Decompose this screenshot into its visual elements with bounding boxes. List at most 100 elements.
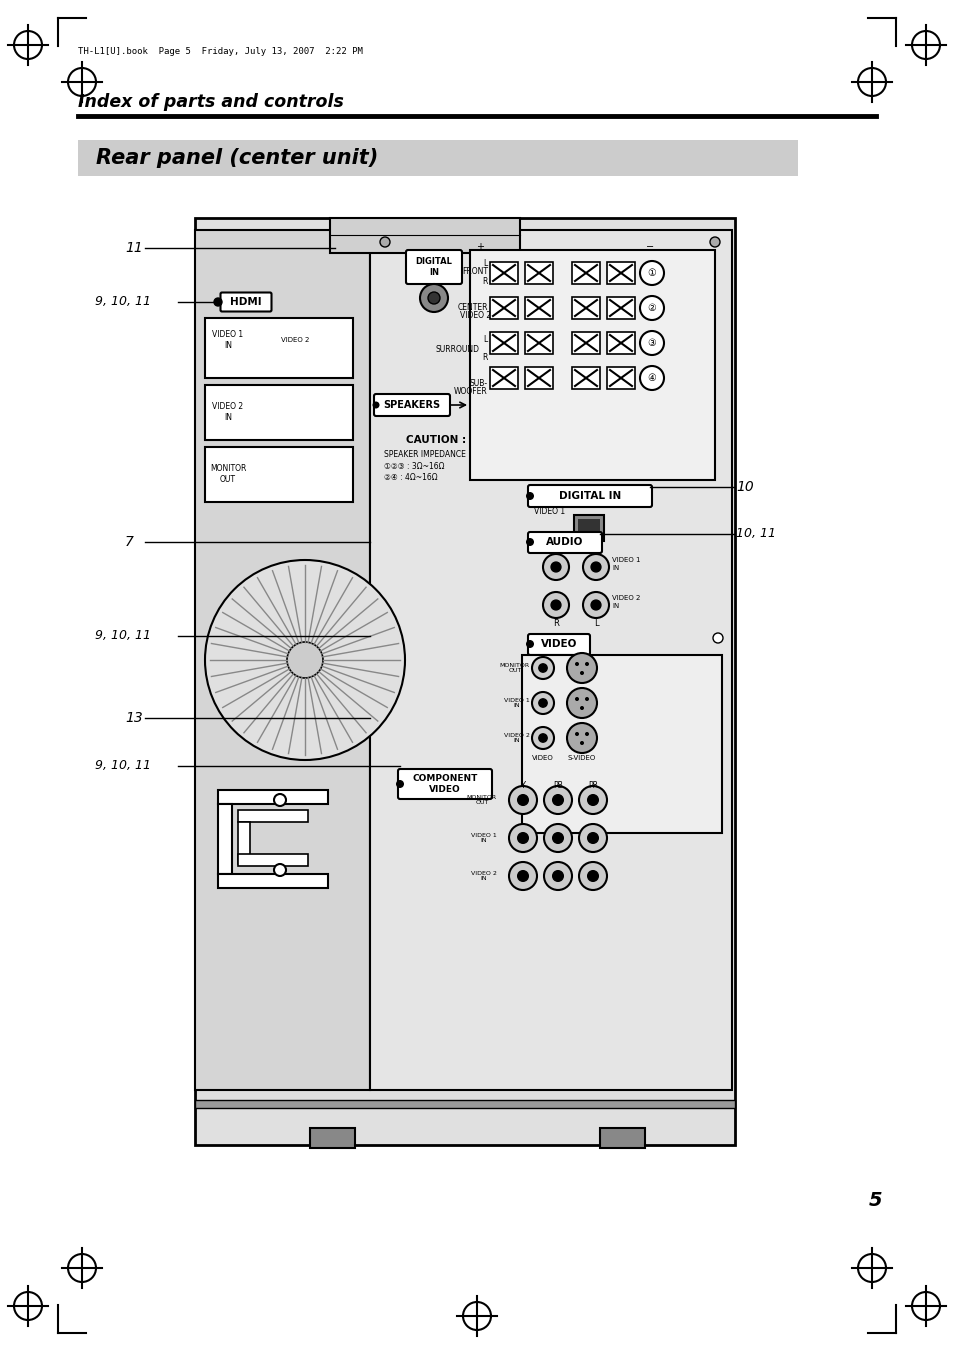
Bar (205, 385, 353, 440)
Text: DIGITAL IN: DIGITAL IN (558, 490, 620, 501)
FancyBboxPatch shape (527, 485, 651, 507)
Text: CENTER: CENTER (457, 304, 488, 312)
FancyBboxPatch shape (406, 250, 461, 284)
Text: VIDEO 2: VIDEO 2 (459, 312, 491, 320)
Circle shape (579, 740, 583, 744)
Text: MONITOR
OUT: MONITOR OUT (466, 794, 497, 805)
Bar (218, 804, 232, 874)
Circle shape (578, 786, 606, 815)
Text: MONITOR
OUT: MONITOR OUT (210, 465, 246, 484)
Circle shape (639, 296, 663, 320)
Circle shape (584, 697, 588, 701)
Text: IN: IN (612, 603, 618, 609)
Bar (330, 218, 519, 253)
Circle shape (509, 824, 537, 852)
Circle shape (538, 663, 547, 673)
Circle shape (532, 727, 554, 748)
Circle shape (542, 554, 568, 580)
Bar (490, 367, 517, 389)
Bar (205, 447, 353, 503)
Bar (578, 519, 599, 536)
Text: HDMI: HDMI (230, 297, 261, 307)
Text: PR: PR (587, 781, 598, 789)
Text: VIDEO 2: VIDEO 2 (612, 594, 639, 601)
Circle shape (551, 600, 560, 609)
Text: VIDEO 1
IN: VIDEO 1 IN (504, 697, 530, 708)
Circle shape (591, 600, 600, 609)
Text: 9, 10, 11: 9, 10, 11 (95, 630, 151, 643)
Circle shape (538, 734, 547, 742)
Text: L: L (483, 258, 488, 267)
Circle shape (532, 692, 554, 713)
Circle shape (578, 862, 606, 890)
Bar (194, 218, 734, 1146)
Circle shape (591, 562, 600, 571)
Circle shape (517, 870, 528, 881)
Text: Rear panel (center unit): Rear panel (center unit) (96, 149, 377, 168)
Circle shape (587, 794, 598, 805)
Text: 10, 11: 10, 11 (735, 527, 775, 540)
Circle shape (525, 538, 534, 546)
Bar (490, 332, 517, 354)
Circle shape (566, 723, 597, 753)
Bar (572, 297, 599, 319)
Circle shape (587, 832, 598, 843)
Circle shape (566, 688, 597, 717)
Text: 7: 7 (125, 535, 133, 549)
Bar (218, 874, 328, 888)
Circle shape (509, 862, 537, 890)
Circle shape (582, 554, 608, 580)
Circle shape (532, 657, 554, 680)
Text: VIDEO 1
IN: VIDEO 1 IN (471, 832, 497, 843)
Circle shape (538, 698, 547, 707)
FancyBboxPatch shape (397, 769, 492, 798)
Circle shape (419, 284, 448, 312)
Circle shape (552, 794, 562, 805)
Bar (194, 1100, 734, 1108)
Text: PB: PB (553, 781, 562, 789)
Bar (524, 332, 553, 354)
Circle shape (566, 653, 597, 684)
Bar (524, 297, 553, 319)
Circle shape (509, 786, 537, 815)
Text: 9, 10, 11: 9, 10, 11 (95, 296, 151, 308)
Bar (78, 141, 797, 176)
FancyBboxPatch shape (527, 532, 601, 553)
Circle shape (287, 642, 323, 678)
Circle shape (525, 492, 534, 500)
Bar (572, 367, 599, 389)
Text: S-VIDEO: S-VIDEO (567, 755, 596, 761)
Circle shape (274, 794, 286, 807)
Text: ④: ④ (647, 373, 656, 382)
Bar (490, 297, 517, 319)
Text: MONITOR
OUT: MONITOR OUT (499, 662, 530, 673)
Text: R: R (482, 354, 488, 362)
Circle shape (552, 870, 562, 881)
Circle shape (582, 592, 608, 617)
Text: SPEAKER IMPEDANCE: SPEAKER IMPEDANCE (384, 450, 465, 459)
Circle shape (587, 870, 598, 881)
Text: 9, 10, 11: 9, 10, 11 (95, 759, 151, 773)
Text: 10: 10 (735, 480, 753, 494)
Circle shape (517, 794, 528, 805)
Text: VIDEO 1: VIDEO 1 (534, 508, 564, 516)
Text: VIDEO 2: VIDEO 2 (280, 336, 309, 343)
Circle shape (712, 634, 722, 643)
Text: AUDIO: AUDIO (546, 536, 583, 547)
Circle shape (274, 865, 286, 875)
Bar (606, 367, 635, 389)
Circle shape (543, 786, 572, 815)
Circle shape (639, 366, 663, 390)
Text: FRONT: FRONT (461, 267, 488, 277)
Bar (521, 655, 721, 834)
Circle shape (395, 780, 403, 788)
Bar (194, 230, 370, 1090)
Circle shape (579, 707, 583, 711)
Text: R: R (553, 620, 558, 628)
Text: WOOFER: WOOFER (454, 386, 488, 396)
FancyBboxPatch shape (527, 634, 589, 655)
Circle shape (372, 401, 379, 408)
Text: CAUTION :: CAUTION : (406, 435, 466, 444)
Circle shape (542, 592, 568, 617)
Circle shape (578, 824, 606, 852)
